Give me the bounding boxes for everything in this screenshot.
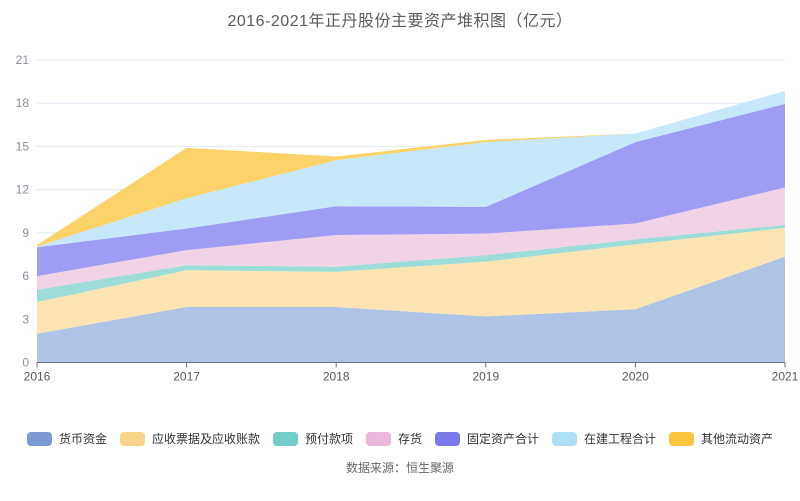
area-band-4 bbox=[37, 103, 785, 277]
y-axis-label: 0 bbox=[22, 356, 29, 370]
x-axis-label: 2018 bbox=[323, 370, 350, 384]
legend-item[interactable]: 货币资金 bbox=[26, 430, 107, 447]
legend-item[interactable]: 固定资产合计 bbox=[435, 430, 539, 447]
data-source-note: 数据来源：恒生聚源 bbox=[345, 461, 454, 475]
x-axis-label: 2020 bbox=[622, 370, 649, 384]
y-axis-label: 18 bbox=[16, 96, 30, 110]
legend-swatch bbox=[119, 431, 145, 446]
legend-item[interactable]: 存货 bbox=[365, 430, 422, 447]
y-axis-label: 6 bbox=[22, 269, 29, 283]
area-band-6 bbox=[37, 90, 785, 247]
area-band-0 bbox=[37, 256, 785, 363]
x-axis-label: 2017 bbox=[173, 370, 200, 384]
legend-label: 固定资产合计 bbox=[467, 432, 540, 446]
legend-swatch bbox=[669, 431, 695, 446]
legend-swatch bbox=[26, 431, 52, 446]
y-axis-label: 3 bbox=[22, 312, 29, 326]
chart-legend: 货币资金 应收票据及应收账款 预付款项 存货 固定资产合计 在建工程合计 其他流动资产 bbox=[0, 430, 800, 447]
y-axis-label: 9 bbox=[22, 226, 29, 240]
area-band-5 bbox=[37, 90, 785, 248]
legend-label: 预付款项 bbox=[304, 432, 353, 446]
area-band-3 bbox=[37, 187, 785, 290]
legend-item[interactable]: 在建工程合计 bbox=[552, 430, 656, 447]
legend-swatch bbox=[552, 431, 578, 446]
x-axis-label: 2021 bbox=[772, 370, 799, 384]
legend-swatch bbox=[365, 431, 391, 446]
y-axis-label: 12 bbox=[16, 183, 30, 197]
y-axis-label: 21 bbox=[16, 53, 30, 67]
legend-item[interactable]: 应收票据及应收账款 bbox=[119, 430, 260, 447]
y-axis-label: 15 bbox=[16, 139, 30, 153]
legend-label: 其他流动资产 bbox=[701, 432, 774, 446]
legend-label: 货币资金 bbox=[58, 432, 107, 446]
area-band-2 bbox=[37, 224, 785, 302]
x-axis-label: 2016 bbox=[24, 370, 51, 384]
legend-label: 在建工程合计 bbox=[584, 432, 657, 446]
legend-label: 存货 bbox=[397, 432, 422, 446]
legend-label: 应收票据及应收账款 bbox=[151, 432, 260, 446]
chart-title: 2016-2021年正丹股份主要资产堆积图（亿元） bbox=[227, 13, 573, 30]
legend-item[interactable]: 预付款项 bbox=[272, 430, 353, 447]
legend-item[interactable]: 其他流动资产 bbox=[669, 430, 773, 447]
legend-swatch bbox=[272, 431, 298, 446]
area-band-1 bbox=[37, 227, 785, 334]
x-axis-label: 2019 bbox=[472, 370, 499, 384]
legend-swatch bbox=[435, 431, 460, 446]
